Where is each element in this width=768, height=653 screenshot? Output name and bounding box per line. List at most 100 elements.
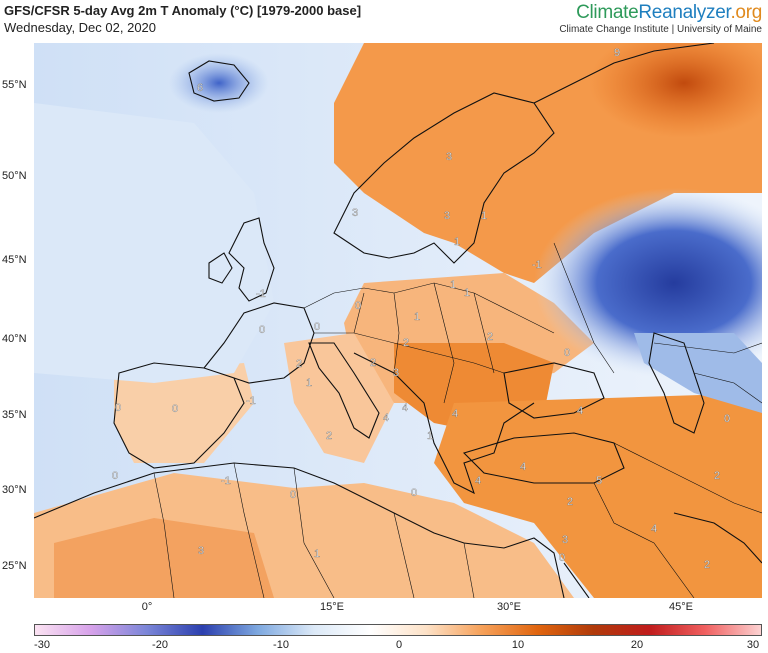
brand-part-3: .org [730, 2, 762, 23]
contour-label: 0 [112, 470, 118, 482]
contour-label: 1 [464, 287, 470, 299]
contour-label: 3 [198, 545, 204, 557]
colorbar-tick: 30 [746, 639, 760, 651]
lat-label-25n: 25°N [2, 560, 27, 572]
cool-field-atlantic [34, 103, 274, 383]
contour-label: 1 [427, 430, 433, 442]
contour-label: 2 [296, 358, 302, 370]
contour-label: 2 [487, 331, 493, 343]
brand-logo[interactable]: ClimateReanalyzer.org [576, 2, 762, 24]
coast-france [203, 302, 315, 384]
contour-label: 1 [414, 311, 420, 323]
contour-label: 0 [559, 552, 565, 564]
coast-britain [228, 217, 275, 302]
cold-spot-russia [534, 188, 762, 378]
colorbar-tick: 0 [395, 639, 403, 651]
contour-label: 1 [314, 548, 320, 560]
contour-label: 3 [444, 210, 450, 222]
colorbar-tick: -30 [34, 639, 50, 651]
contour-label: -1 [256, 288, 266, 300]
lat-label-50n: 50°N [2, 170, 27, 182]
coast-north-africa [34, 462, 565, 598]
brand-subtitle: Climate Change Institute | University of… [559, 24, 762, 35]
warm-field-sahara [54, 518, 274, 598]
lon-label-45e: 45°E [669, 601, 693, 613]
warm-field-mideast [434, 393, 762, 598]
lat-label-55n: 55°N [2, 79, 27, 91]
coast-balkans [353, 352, 535, 495]
coast-north-russia [533, 43, 715, 104]
cold-spot-iceland [169, 53, 269, 113]
contour-label: 0 [724, 413, 730, 425]
contour-label: 4 [452, 408, 458, 420]
contour-label: 3 [562, 534, 568, 546]
contour-label: 0 [115, 402, 121, 414]
brand-part-2: Reanalyzer [638, 2, 731, 23]
coast-iceland [188, 60, 250, 102]
country-borders [153, 242, 762, 598]
contour-label: 1 [454, 236, 460, 248]
contour-label: 4 [577, 405, 583, 417]
contour-label: 0 [355, 300, 361, 312]
lon-label-0: 0° [141, 601, 153, 613]
contour-label: 1 [306, 377, 312, 389]
lat-label-35n: 35°N [2, 409, 27, 421]
contour-label: 0 [564, 347, 570, 359]
coast-scandinavia [333, 92, 555, 264]
hot-spot-russia-north [589, 43, 762, 138]
coast-red-sea [563, 562, 590, 598]
colorbar-tick: -10 [273, 639, 289, 651]
colorbar-tick: 10 [511, 639, 525, 651]
contour-label: 2 [326, 430, 332, 442]
contour-label: -1 [221, 475, 231, 487]
coast-italy [308, 342, 380, 439]
coast-iberia [113, 362, 245, 469]
coast-ireland [208, 252, 233, 284]
lon-label-30e: 30°E [497, 601, 521, 613]
colorbar [34, 624, 762, 636]
contour-label: 0 [314, 321, 320, 333]
contour-label: 0 [172, 403, 178, 415]
contour-label: 4 [402, 402, 408, 414]
colorbar-tick: -20 [152, 639, 168, 651]
contour-label: 2 [403, 337, 409, 349]
contour-label: 4 [651, 523, 657, 535]
contour-labels: 6 9 3 3 3 1 -1 1 -1 0 0 0 1 1 1 2 2 2 0 … [112, 47, 730, 571]
warm-field-italy [284, 333, 394, 463]
lat-label-40n: 40°N [2, 333, 27, 345]
contour-label: 0 [259, 324, 265, 336]
contour-label: 5 [596, 475, 602, 487]
contour-label: 1 [450, 279, 456, 291]
map-date: Wednesday, Dec 02, 2020 [4, 20, 157, 35]
contour-label: 2 [704, 559, 710, 571]
contour-label: 3 [352, 207, 358, 219]
contour-label: 2 [370, 357, 376, 369]
contour-label: -1 [532, 259, 542, 271]
contour-label: 4 [475, 475, 481, 487]
lon-label-15e: 15°E [320, 601, 344, 613]
coast-caspian [648, 332, 705, 434]
anomaly-map [34, 43, 762, 598]
map-title: GFS/CFSR 5-day Avg 2m T Anomaly (°C) [19… [4, 3, 362, 18]
contour-label: 4 [520, 461, 526, 473]
contour-label: 2 [714, 470, 720, 482]
lat-label-45n: 45°N [2, 254, 27, 266]
colorbar-tick: 20 [630, 639, 644, 651]
contour-label: 0 [290, 489, 296, 501]
coastlines [34, 43, 762, 598]
contour-label: 2 [567, 496, 573, 508]
coast-turkey [462, 432, 625, 484]
contour-label: 1 [481, 210, 487, 222]
contour-label: 3 [446, 151, 452, 163]
contour-label: 9 [614, 47, 620, 59]
contour-label: 3 [393, 367, 399, 379]
contour-label: 4 [383, 412, 389, 424]
lat-label-30n: 30°N [2, 484, 27, 496]
contour-label: -1 [246, 395, 256, 407]
coast-persian-gulf [673, 512, 762, 564]
cool-field-caspian [634, 333, 762, 413]
brand-part-1: Climate [576, 2, 639, 23]
contour-label: 6 [197, 82, 203, 94]
contour-label: 0 [411, 487, 417, 499]
coast-black-sea [503, 362, 605, 419]
